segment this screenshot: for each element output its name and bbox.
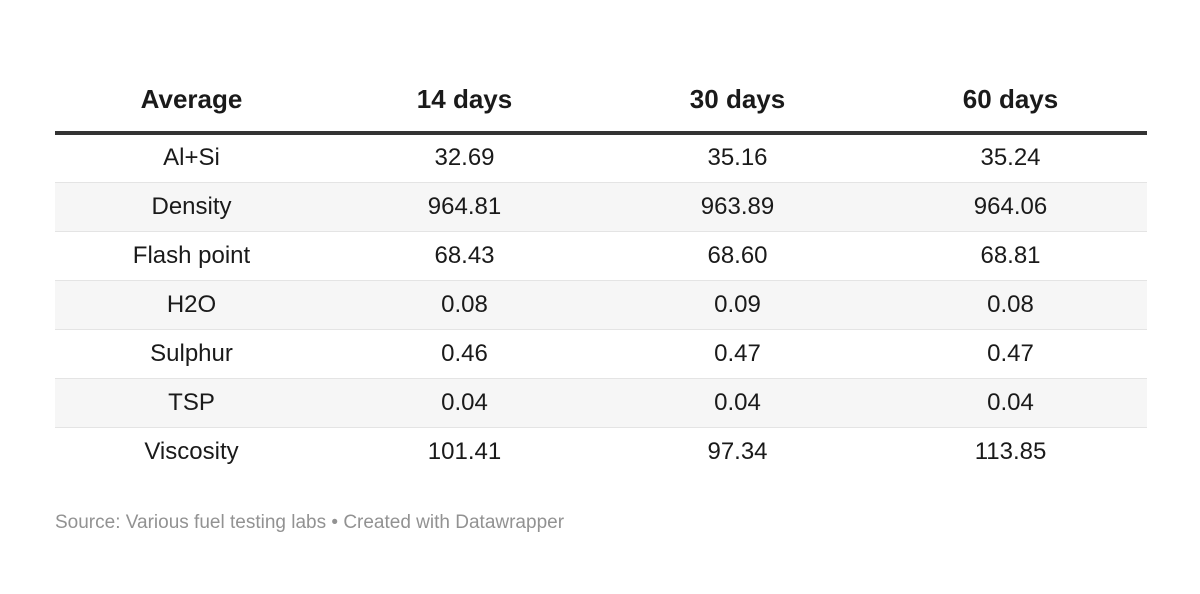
row-label: Density — [55, 181, 328, 231]
cell-value: 0.08 — [328, 279, 601, 329]
table-row-flash-point: Flash point 68.43 68.60 68.81 — [55, 230, 1147, 280]
datawrapper-table-chart: Average 14 days 30 days 60 days Al+Si 32… — [55, 75, 1147, 534]
cell-value: 0.08 — [874, 279, 1147, 329]
header-row: Average 14 days 30 days 60 days — [55, 75, 1147, 135]
cell-value: 0.04 — [874, 377, 1147, 427]
cell-value: 113.85 — [874, 426, 1147, 476]
row-label: TSP — [55, 377, 328, 427]
cell-value: 0.04 — [601, 377, 874, 427]
table-row-viscosity: Viscosity 101.41 97.34 113.85 — [55, 426, 1147, 476]
cell-value: 101.41 — [328, 426, 601, 476]
column-header-30-days: 30 days — [601, 75, 874, 135]
cell-value: 0.09 — [601, 279, 874, 329]
cell-value: 32.69 — [434, 144, 495, 172]
cell-value: 964.06 — [874, 181, 1147, 231]
data-table: Average 14 days 30 days 60 days Al+Si 32… — [55, 75, 1147, 476]
cell-value: 35.24 — [980, 144, 1041, 172]
column-header-60-days: 60 days — [874, 75, 1147, 135]
cell-value: 68.81 — [874, 230, 1147, 280]
table-row-h2o: H2O 0.08 0.09 0.08 — [55, 279, 1147, 329]
cell-value: 0.46 — [328, 328, 601, 378]
table-row-al-si: Al+Si 32.69 35.16 35.24 — [55, 133, 1147, 182]
cell-value: 963.89 — [601, 181, 874, 231]
source-prefix: Source: — [55, 512, 126, 533]
row-label: Al+Si — [163, 144, 220, 172]
footer-separator: • — [326, 512, 344, 533]
column-header-average: Average — [55, 75, 328, 135]
cell-value: 0.47 — [601, 328, 874, 378]
row-label: H2O — [55, 279, 328, 329]
table-row-tsp: TSP 0.04 0.04 0.04 — [55, 377, 1147, 427]
cell-value: 68.60 — [601, 230, 874, 280]
cell-value: 0.47 — [874, 328, 1147, 378]
row-label: Viscosity — [55, 426, 328, 476]
row-label: Sulphur — [55, 328, 328, 378]
datawrapper-credit-link[interactable]: Created with Datawrapper — [343, 512, 565, 533]
footer: Source: Various fuel testing labs • Crea… — [55, 512, 1147, 534]
column-header-14-days: 14 days — [328, 75, 601, 135]
source-name: Various fuel testing labs — [125, 512, 327, 533]
table-row-sulphur: Sulphur 0.46 0.47 0.47 — [55, 328, 1147, 378]
cell-value: 0.04 — [328, 377, 601, 427]
row-label: Flash point — [55, 230, 328, 280]
cell-value: 68.43 — [328, 230, 601, 280]
cell-value: 97.34 — [601, 426, 874, 476]
cell-value: 964.81 — [328, 181, 601, 231]
cell-value: 35.16 — [707, 144, 768, 172]
table-row-density: Density 964.81 963.89 964.06 — [55, 181, 1147, 231]
